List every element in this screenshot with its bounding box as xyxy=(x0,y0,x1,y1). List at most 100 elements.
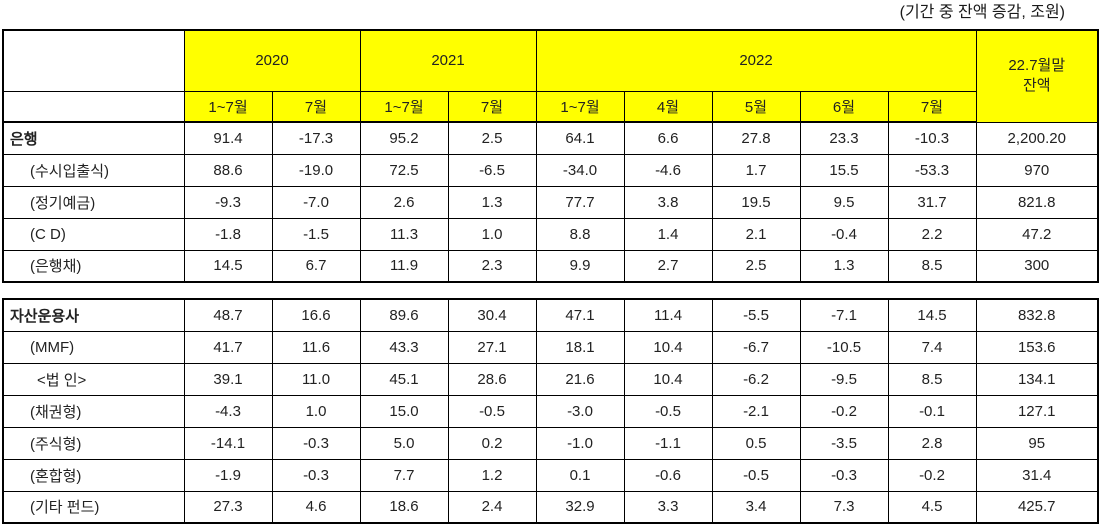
subcol-header: 7월 xyxy=(271,90,361,123)
value-cell: 4.6 xyxy=(271,490,361,524)
value-cell: -3.5 xyxy=(799,426,889,460)
subcol-header: 7월 xyxy=(447,90,537,123)
table-row: (은행채) 14.5 6.7 11.9 2.3 9.9 2.7 2.5 1.3 8.5 300 xyxy=(2,249,1099,283)
value-cell: -10.5 xyxy=(799,330,889,364)
table-row: (기타 펀드) 27.3 4.6 18.6 2.4 32.9 3.3 3.4 7.3 4.5 425… xyxy=(2,490,1099,524)
value-cell: 48.7 xyxy=(183,298,273,332)
value-cell: 72.5 xyxy=(359,153,449,187)
value-cell: -2.1 xyxy=(711,394,801,428)
row-label: (은행채) xyxy=(2,249,185,283)
table-row: (MMF) 41.7 11.6 43.3 27.1 18.1 10.4 -6.7 -10.5 7.… xyxy=(2,330,1099,364)
table-row: <법 인> 39.1 11.0 45.1 28.6 21.6 10.4 -6.2 -9.5 8.5… xyxy=(2,362,1099,396)
table-row: 은행 91.4 -17.3 95.2 2.5 64.1 6.6 27.8 23.3 -10.3 2,… xyxy=(2,121,1099,155)
subcol-header: 1~7월 xyxy=(535,90,625,123)
value-cell: -0.3 xyxy=(271,426,361,460)
value-cell: 10.4 xyxy=(623,330,713,364)
value-cell: -1.1 xyxy=(623,426,713,460)
balance-header-line1: 22.7월말 xyxy=(1008,57,1066,74)
value-cell: -4.3 xyxy=(183,394,273,428)
value-cell: 11.3 xyxy=(359,217,449,251)
value-cell: 300 xyxy=(975,249,1099,283)
value-cell: -1.5 xyxy=(271,217,361,251)
year-2020-header: 2020 xyxy=(183,29,361,92)
value-cell: 2.6 xyxy=(359,185,449,219)
value-cell: 21.6 xyxy=(535,362,625,396)
header-year-row: 2020 2021 2022 22.7월말 잔액 xyxy=(2,29,1099,123)
value-cell: 27.8 xyxy=(711,121,801,155)
value-cell: -0.3 xyxy=(799,458,889,492)
value-cell: 2.5 xyxy=(711,249,801,283)
corner-cell-top xyxy=(2,29,185,92)
value-cell: -0.4 xyxy=(799,217,889,251)
row-label: 자산운용사 xyxy=(2,298,185,332)
value-cell: 11.0 xyxy=(271,362,361,396)
value-cell: 2.1 xyxy=(711,217,801,251)
value-cell: 64.1 xyxy=(535,121,625,155)
value-cell: 47.2 xyxy=(975,217,1099,251)
value-cell: -4.6 xyxy=(623,153,713,187)
row-label: (혼합형) xyxy=(2,458,185,492)
value-cell: 1.7 xyxy=(711,153,801,187)
value-cell: 19.5 xyxy=(711,185,801,219)
value-cell: 1.3 xyxy=(799,249,889,283)
value-cell: -9.5 xyxy=(799,362,889,396)
row-label: (채권형) xyxy=(2,394,185,428)
value-cell: -6.2 xyxy=(711,362,801,396)
table-row: 자산운용사 48.7 16.6 89.6 30.4 47.1 11.4 -5.5 -7.1 14.… xyxy=(2,298,1099,332)
value-cell: -1.0 xyxy=(535,426,625,460)
value-cell: -0.1 xyxy=(887,394,977,428)
value-cell: 4.5 xyxy=(887,490,977,524)
value-cell: -0.5 xyxy=(711,458,801,492)
value-cell: 11.4 xyxy=(623,298,713,332)
value-cell: 18.6 xyxy=(359,490,449,524)
balance-header-line2: 잔액 xyxy=(1022,77,1051,95)
value-cell: 43.3 xyxy=(359,330,449,364)
value-cell: 41.7 xyxy=(183,330,273,364)
balance-column-header: 22.7월말 잔액 xyxy=(975,29,1099,123)
value-cell: -0.5 xyxy=(623,394,713,428)
value-cell: -5.5 xyxy=(711,298,801,332)
value-cell: 3.4 xyxy=(711,490,801,524)
value-cell: 15.0 xyxy=(359,394,449,428)
value-cell: 7.3 xyxy=(799,490,889,524)
value-cell: 95 xyxy=(975,426,1099,460)
value-cell: 0.1 xyxy=(535,458,625,492)
value-cell: 18.1 xyxy=(535,330,625,364)
value-cell: 2.8 xyxy=(887,426,977,460)
value-cell: 30.4 xyxy=(447,298,537,332)
value-cell: -34.0 xyxy=(535,153,625,187)
value-cell: 11.9 xyxy=(359,249,449,283)
value-cell: 9.5 xyxy=(799,185,889,219)
row-label: (정기예금) xyxy=(2,185,185,219)
header-month-row: 1~7월 7월 1~7월 7월 1~7월 4월 5월 6월 7월 xyxy=(2,90,1098,123)
row-label: (수시입출식) xyxy=(2,153,185,187)
subcol-header: 7월 xyxy=(887,90,977,123)
row-label: (기타 펀드) xyxy=(2,490,185,524)
value-cell: 15.5 xyxy=(799,153,889,187)
table-header: 2020 2021 2022 22.7월말 잔액 1~7월 7월 1~7월 7월… xyxy=(2,29,1099,123)
value-cell: -0.2 xyxy=(799,394,889,428)
value-cell: 3.8 xyxy=(623,185,713,219)
value-cell: -1.8 xyxy=(183,217,273,251)
value-cell: 16.6 xyxy=(271,298,361,332)
value-cell: 1.3 xyxy=(447,185,537,219)
value-cell: -1.9 xyxy=(183,458,273,492)
value-cell: 10.4 xyxy=(623,362,713,396)
value-cell: 14.5 xyxy=(887,298,977,332)
value-cell: 2.2 xyxy=(887,217,977,251)
value-cell: 8.5 xyxy=(887,362,977,396)
subcol-header: 4월 xyxy=(623,90,713,123)
value-cell: 11.6 xyxy=(271,330,361,364)
row-label: (MMF) xyxy=(2,330,185,364)
value-cell: -7.1 xyxy=(799,298,889,332)
value-cell: 95.2 xyxy=(359,121,449,155)
value-cell: 8.8 xyxy=(535,217,625,251)
value-cell: -0.3 xyxy=(271,458,361,492)
value-cell: 1.0 xyxy=(271,394,361,428)
value-cell: 2.5 xyxy=(447,121,537,155)
row-label: <법 인> xyxy=(2,362,185,396)
value-cell: 425.7 xyxy=(975,490,1099,524)
value-cell: 8.5 xyxy=(887,249,977,283)
value-cell: 7.7 xyxy=(359,458,449,492)
